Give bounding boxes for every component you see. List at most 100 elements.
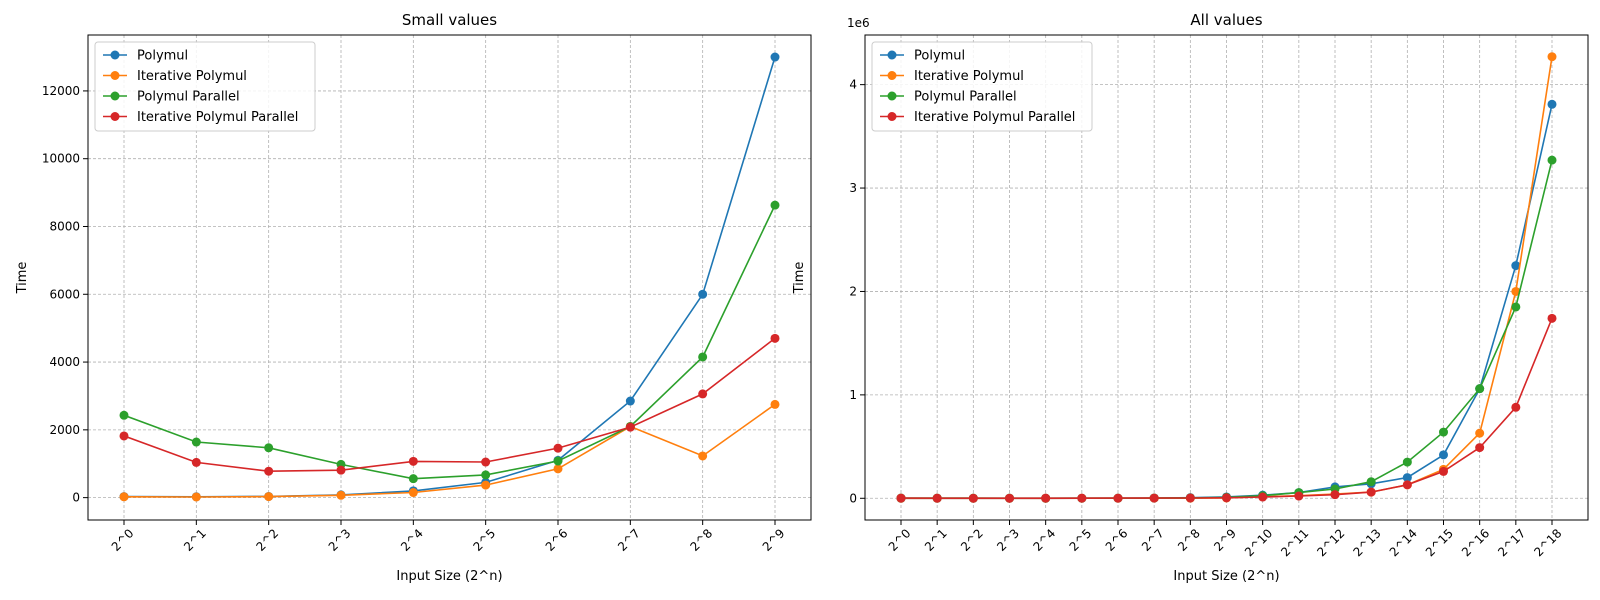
x-tick-label: 2^7: [615, 526, 643, 554]
data-point: [1511, 302, 1521, 312]
data-point: [336, 490, 346, 500]
y-axis-label: Time: [792, 262, 807, 295]
legend-label: Polymul Parallel: [914, 90, 1017, 105]
x-axis-label: Input Size (2^n): [1173, 569, 1279, 584]
data-point: [1366, 487, 1376, 497]
data-point: [119, 492, 129, 502]
data-point: [553, 456, 563, 466]
data-point: [698, 289, 708, 299]
y-tick-label: 12000: [42, 84, 80, 98]
data-point: [1294, 491, 1304, 501]
data-point: [1005, 493, 1014, 503]
data-point: [1511, 402, 1521, 412]
legend-marker: [887, 50, 897, 60]
legend-marker: [887, 112, 897, 121]
data-point: [264, 466, 274, 476]
legend-label: Iterative Polymul Parallel: [137, 110, 298, 125]
data-point: [770, 399, 780, 409]
legend-label: Polymul: [137, 49, 188, 64]
x-tick-label: 2^7: [1139, 526, 1167, 554]
y-tick-label: 0: [72, 491, 80, 505]
legend-marker: [110, 71, 120, 80]
legend-box: [94, 41, 316, 132]
x-tick-label: 2^4: [1030, 526, 1058, 554]
data-point: [770, 333, 780, 343]
chart-title: All values: [1190, 11, 1262, 29]
data-point: [481, 480, 491, 490]
legend-marker: [887, 71, 897, 80]
data-point: [968, 493, 978, 503]
x-tick-label: 2^14: [1387, 526, 1420, 559]
data-point: [408, 488, 418, 498]
data-point: [1222, 493, 1231, 503]
chart-panel-2: 2^0 2^1 2^2 2^3 2^4 2^5 2^6 2^7 2^8 2^9 2^10 2^11 2^…: [792, 11, 1589, 584]
y-tick-label: 1: [849, 388, 857, 402]
data-point: [1475, 443, 1485, 453]
data-point: [1402, 457, 1412, 467]
legend: Polymul Iterative Polymul Polymul Parallel…: [94, 41, 316, 132]
data-point: [1149, 493, 1159, 503]
data-point: [191, 457, 201, 467]
x-tick-label: 2^9: [760, 526, 788, 554]
legend-box: [871, 41, 1093, 132]
data-point: [1547, 52, 1557, 62]
data-point: [1366, 477, 1376, 487]
data-point: [698, 352, 708, 362]
x-tick-label: 2^17: [1495, 526, 1528, 559]
legend: Polymul Iterative Polymul Polymul Parallel…: [871, 41, 1093, 132]
x-tick-label: 2^2: [253, 526, 281, 554]
y-tick-label: 10000: [42, 152, 80, 166]
y-tick-label: 0: [849, 491, 857, 505]
data-point: [1511, 286, 1521, 296]
data-point: [1330, 490, 1340, 500]
x-tick-label: 2^10: [1242, 526, 1275, 559]
x-tick-label: 2^3: [326, 526, 354, 554]
x-tick-label: 2^6: [1103, 526, 1131, 554]
x-tick-label: 2^0: [109, 526, 137, 554]
data-point: [625, 396, 635, 406]
plot-frame: [87, 34, 812, 521]
data-point: [1041, 493, 1051, 503]
data-point: [1475, 428, 1485, 438]
x-axis-label: Input Size (2^n): [396, 569, 502, 584]
data-point: [1547, 155, 1557, 165]
data-point: [1511, 261, 1521, 271]
data-point: [1113, 493, 1123, 503]
x-tick-label: 2^4: [398, 526, 426, 554]
chart-panel-1: 2^0 2^1 2^2 2^3 2^4 2^5 2^6 2^7 2^8 2^9 0 2000 4000 6…: [15, 11, 812, 584]
data-point: [1547, 99, 1557, 109]
data-point: [1402, 480, 1412, 490]
data-point: [1439, 427, 1448, 437]
legend-label: Polymul: [914, 49, 965, 64]
y-tick-label: 2: [849, 284, 857, 298]
x-tick-label: 2^18: [1531, 526, 1564, 559]
legend-marker: [887, 91, 897, 101]
data-point: [481, 457, 491, 467]
x-tick-label: 2^5: [1067, 526, 1095, 554]
data-point: [932, 493, 942, 503]
x-tick-label: 2^1: [181, 526, 209, 554]
data-point: [191, 437, 201, 447]
data-point: [553, 443, 563, 453]
data-point: [1439, 466, 1448, 476]
x-tick-label: 2^11: [1278, 526, 1311, 559]
data-point: [1547, 313, 1557, 323]
y-tick-label: 4000: [49, 355, 80, 369]
data-point: [1185, 493, 1195, 503]
series-line-4: [123, 337, 776, 473]
data-point: [336, 465, 346, 475]
x-tick-label: 2^6: [543, 526, 571, 554]
data-point: [1439, 450, 1448, 460]
data-point: [264, 492, 274, 502]
data-point: [408, 474, 418, 484]
data-point: [770, 52, 780, 62]
y-tick-label: 6000: [49, 287, 80, 301]
y-tick-label: 8000: [49, 219, 80, 233]
legend-marker: [110, 112, 120, 121]
data-point: [896, 493, 906, 503]
data-point: [408, 456, 418, 466]
data-point: [1402, 473, 1412, 483]
x-tick-label: 2^2: [958, 526, 986, 554]
data-point: [770, 200, 780, 210]
